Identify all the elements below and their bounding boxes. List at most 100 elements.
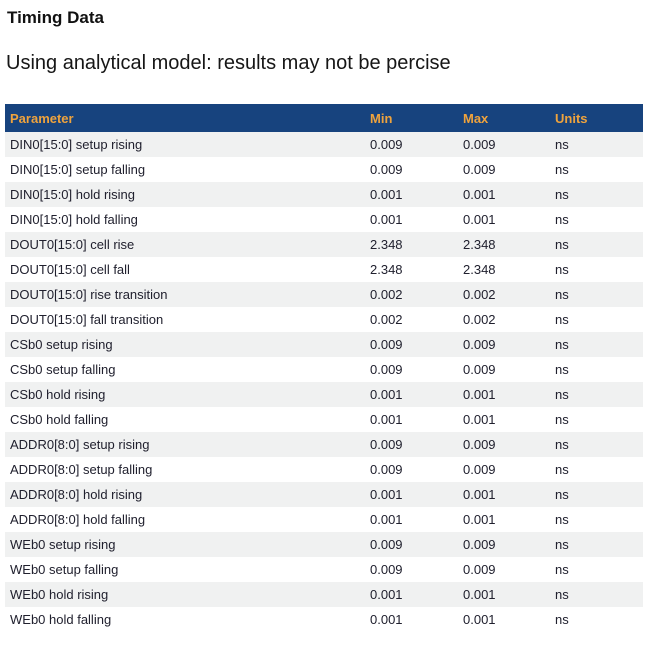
table-row: DOUT0[15:0] fall transition 0.002 0.002 ns <box>5 307 643 332</box>
cell-units: ns <box>555 237 569 252</box>
cell-units: ns <box>555 537 569 552</box>
cell-units: ns <box>555 487 569 502</box>
table-row: DIN0[15:0] setup falling 0.009 0.009 ns <box>5 157 643 182</box>
cell-min: 0.002 <box>370 312 403 327</box>
cell-min: 0.009 <box>370 462 403 477</box>
cell-parameter: DIN0[15:0] setup rising <box>10 137 143 152</box>
cell-min: 0.009 <box>370 162 403 177</box>
cell-units: ns <box>555 587 569 602</box>
table-row: WEb0 setup rising 0.009 0.009 ns <box>5 532 643 557</box>
cell-units: ns <box>555 462 569 477</box>
table-row: WEb0 setup falling 0.009 0.009 ns <box>5 557 643 582</box>
table-row: CSb0 setup rising 0.009 0.009 ns <box>5 332 643 357</box>
column-header-min: Min <box>370 104 463 132</box>
cell-max: 2.348 <box>463 262 496 277</box>
cell-max: 0.002 <box>463 287 496 302</box>
table-row: DOUT0[15:0] cell fall 2.348 2.348 ns <box>5 257 643 282</box>
cell-min: 0.009 <box>370 562 403 577</box>
cell-parameter: DOUT0[15:0] cell rise <box>10 237 135 252</box>
cell-max: 0.009 <box>463 362 496 377</box>
cell-max: 0.001 <box>463 187 496 202</box>
cell-parameter: CSb0 hold rising <box>10 387 106 402</box>
cell-max: 0.009 <box>463 137 496 152</box>
cell-min: 0.009 <box>370 137 403 152</box>
cell-max: 0.009 <box>463 337 496 352</box>
cell-units: ns <box>555 437 569 452</box>
cell-min: 0.001 <box>370 612 403 627</box>
cell-max: 0.009 <box>463 537 496 552</box>
cell-parameter: DOUT0[15:0] rise transition <box>10 287 168 302</box>
cell-units: ns <box>555 562 569 577</box>
column-header-units: Units <box>555 104 643 132</box>
table-row: ADDR0[8:0] setup rising 0.009 0.009 ns <box>5 432 643 457</box>
table-row: DOUT0[15:0] rise transition 0.002 0.002 ns <box>5 282 643 307</box>
cell-max: 0.001 <box>463 412 496 427</box>
cell-max: 0.009 <box>463 562 496 577</box>
cell-units: ns <box>555 162 569 177</box>
table-row: DIN0[15:0] hold falling 0.001 0.001 ns <box>5 207 643 232</box>
cell-min: 2.348 <box>370 262 403 277</box>
table-row: CSb0 hold falling 0.001 0.001 ns <box>5 407 643 432</box>
cell-parameter: ADDR0[8:0] hold falling <box>10 512 146 527</box>
cell-units: ns <box>555 387 569 402</box>
cell-min: 0.001 <box>370 412 403 427</box>
cell-parameter: ADDR0[8:0] hold rising <box>10 487 143 502</box>
cell-max: 0.002 <box>463 312 496 327</box>
column-header-parameter: Parameter <box>5 104 370 132</box>
table-row: DOUT0[15:0] cell rise 2.348 2.348 ns <box>5 232 643 257</box>
cell-parameter: DOUT0[15:0] fall transition <box>10 312 164 327</box>
table-row: DIN0[15:0] hold rising 0.001 0.001 ns <box>5 182 643 207</box>
table-body: DIN0[15:0] setup rising 0.009 0.009 ns DIN0[… <box>5 132 643 632</box>
cell-max: 0.009 <box>463 437 496 452</box>
table-row: WEb0 hold falling 0.001 0.001 ns <box>5 607 643 632</box>
cell-min: 0.001 <box>370 487 403 502</box>
cell-min: 0.001 <box>370 587 403 602</box>
cell-parameter: WEb0 hold rising <box>10 587 109 602</box>
cell-parameter: ADDR0[8:0] setup rising <box>10 437 150 452</box>
table-row: CSb0 setup falling 0.009 0.009 ns <box>5 357 643 382</box>
table-row: ADDR0[8:0] hold rising 0.001 0.001 ns <box>5 482 643 507</box>
cell-parameter: DOUT0[15:0] cell fall <box>10 262 130 277</box>
table-row: ADDR0[8:0] setup falling 0.009 0.009 ns <box>5 457 643 482</box>
table-row: WEb0 hold rising 0.001 0.001 ns <box>5 582 643 607</box>
cell-max: 0.001 <box>463 587 496 602</box>
table-header-row: Parameter Min Max Units <box>5 104 643 132</box>
cell-min: 0.009 <box>370 437 403 452</box>
cell-parameter: CSb0 setup falling <box>10 362 116 377</box>
cell-units: ns <box>555 212 569 227</box>
cell-max: 0.001 <box>463 387 496 402</box>
cell-units: ns <box>555 412 569 427</box>
cell-parameter: DIN0[15:0] setup falling <box>10 162 146 177</box>
cell-parameter: WEb0 hold falling <box>10 612 112 627</box>
cell-parameter: DIN0[15:0] hold rising <box>10 187 136 202</box>
cell-units: ns <box>555 187 569 202</box>
cell-min: 0.001 <box>370 387 403 402</box>
timing-report-page: Timing Data Using analytical model: resu… <box>0 8 650 632</box>
cell-units: ns <box>555 337 569 352</box>
cell-max: 0.001 <box>463 212 496 227</box>
cell-max: 0.001 <box>463 487 496 502</box>
cell-parameter: WEb0 setup falling <box>10 562 119 577</box>
cell-max: 2.348 <box>463 237 496 252</box>
cell-units: ns <box>555 137 569 152</box>
cell-max: 0.001 <box>463 512 496 527</box>
page-subtitle: Using analytical model: results may not … <box>6 52 451 74</box>
table-row: ADDR0[8:0] hold falling 0.001 0.001 ns <box>5 507 643 532</box>
timing-data-table: Parameter Min Max Units DIN0[15:0] setup… <box>5 104 643 632</box>
cell-min: 0.001 <box>370 187 403 202</box>
cell-min: 0.001 <box>370 512 403 527</box>
cell-min: 0.009 <box>370 337 403 352</box>
cell-parameter: ADDR0[8:0] setup falling <box>10 462 153 477</box>
table-row: DIN0[15:0] setup rising 0.009 0.009 ns <box>5 132 643 157</box>
cell-max: 0.009 <box>463 162 496 177</box>
cell-parameter: CSb0 hold falling <box>10 412 109 427</box>
cell-min: 0.001 <box>370 212 403 227</box>
cell-min: 2.348 <box>370 237 403 252</box>
table-row: CSb0 hold rising 0.001 0.001 ns <box>5 382 643 407</box>
page-title: Timing Data <box>7 8 104 27</box>
cell-parameter: WEb0 setup rising <box>10 537 116 552</box>
cell-units: ns <box>555 287 569 302</box>
cell-units: ns <box>555 262 569 277</box>
cell-units: ns <box>555 512 569 527</box>
cell-units: ns <box>555 362 569 377</box>
